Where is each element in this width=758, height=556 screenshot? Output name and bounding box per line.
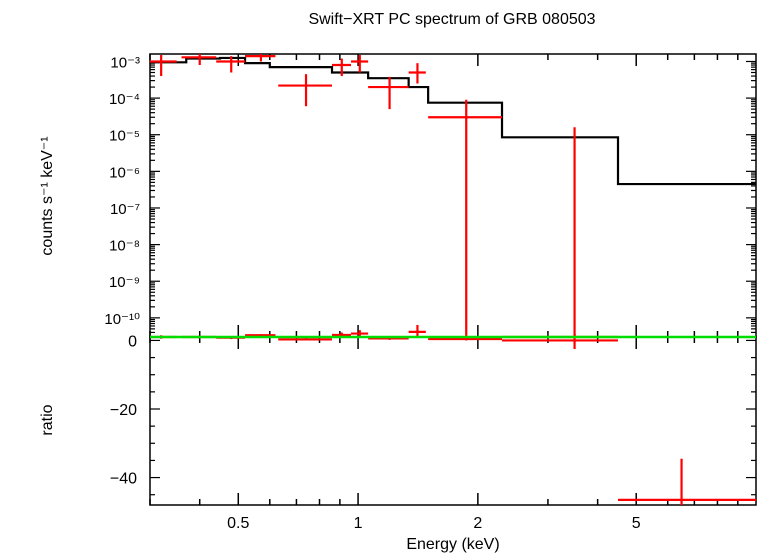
x-tick-label: 1 <box>354 515 363 532</box>
ratio-y-tick-label: −20 <box>110 402 137 419</box>
ratio-y-tick-label: −40 <box>110 471 137 488</box>
ratio-y-tick-label: 0 <box>128 333 137 350</box>
x-tick-label: 5 <box>632 515 641 532</box>
spectrum-y-tick-label: 10⁻⁶ <box>109 164 140 181</box>
spectrum-y-tick-label: 10⁻⁸ <box>109 238 140 255</box>
model-step-line <box>150 56 756 186</box>
spectrum-y-tick-label: 10⁻¹⁰ <box>104 311 140 328</box>
spectrum-y-tick-label: 10⁻³ <box>110 54 140 71</box>
spectrum-y-tick-label: 10⁻⁹ <box>109 274 140 291</box>
spectrum-data-point <box>408 63 426 84</box>
spectrum-data-point <box>245 54 276 62</box>
x-tick-label: 2 <box>473 515 482 532</box>
spectrum-data-point <box>332 58 352 77</box>
spectrum-y-axis-label: counts s⁻¹ keV⁻¹ <box>39 136 56 255</box>
ratio-y-axis-label: ratio <box>39 404 56 435</box>
ratio-data-point <box>278 338 333 341</box>
spectrum-data-point <box>216 56 246 73</box>
x-tick-label: 0.5 <box>227 515 249 532</box>
ratio-data-point <box>408 325 426 337</box>
spectrum-data-point <box>278 74 333 107</box>
spectrum-y-tick-label: 10⁻⁵ <box>109 128 140 145</box>
x-axis-label: Energy (keV) <box>406 536 499 553</box>
spectrum-data-point <box>150 55 177 77</box>
spectrum-data-point <box>351 55 369 73</box>
chart-title: Swift−XRT PC spectrum of GRB 080503 <box>308 11 595 28</box>
spectrum-y-tick-label: 10⁻⁴ <box>109 91 140 108</box>
ratio-data-point <box>618 458 756 505</box>
spectrum-data-point <box>368 76 409 110</box>
spectrum-y-tick-label: 10⁻⁷ <box>110 201 140 218</box>
spectrum-data-point <box>181 54 217 66</box>
spectrum-data-point <box>428 99 503 337</box>
